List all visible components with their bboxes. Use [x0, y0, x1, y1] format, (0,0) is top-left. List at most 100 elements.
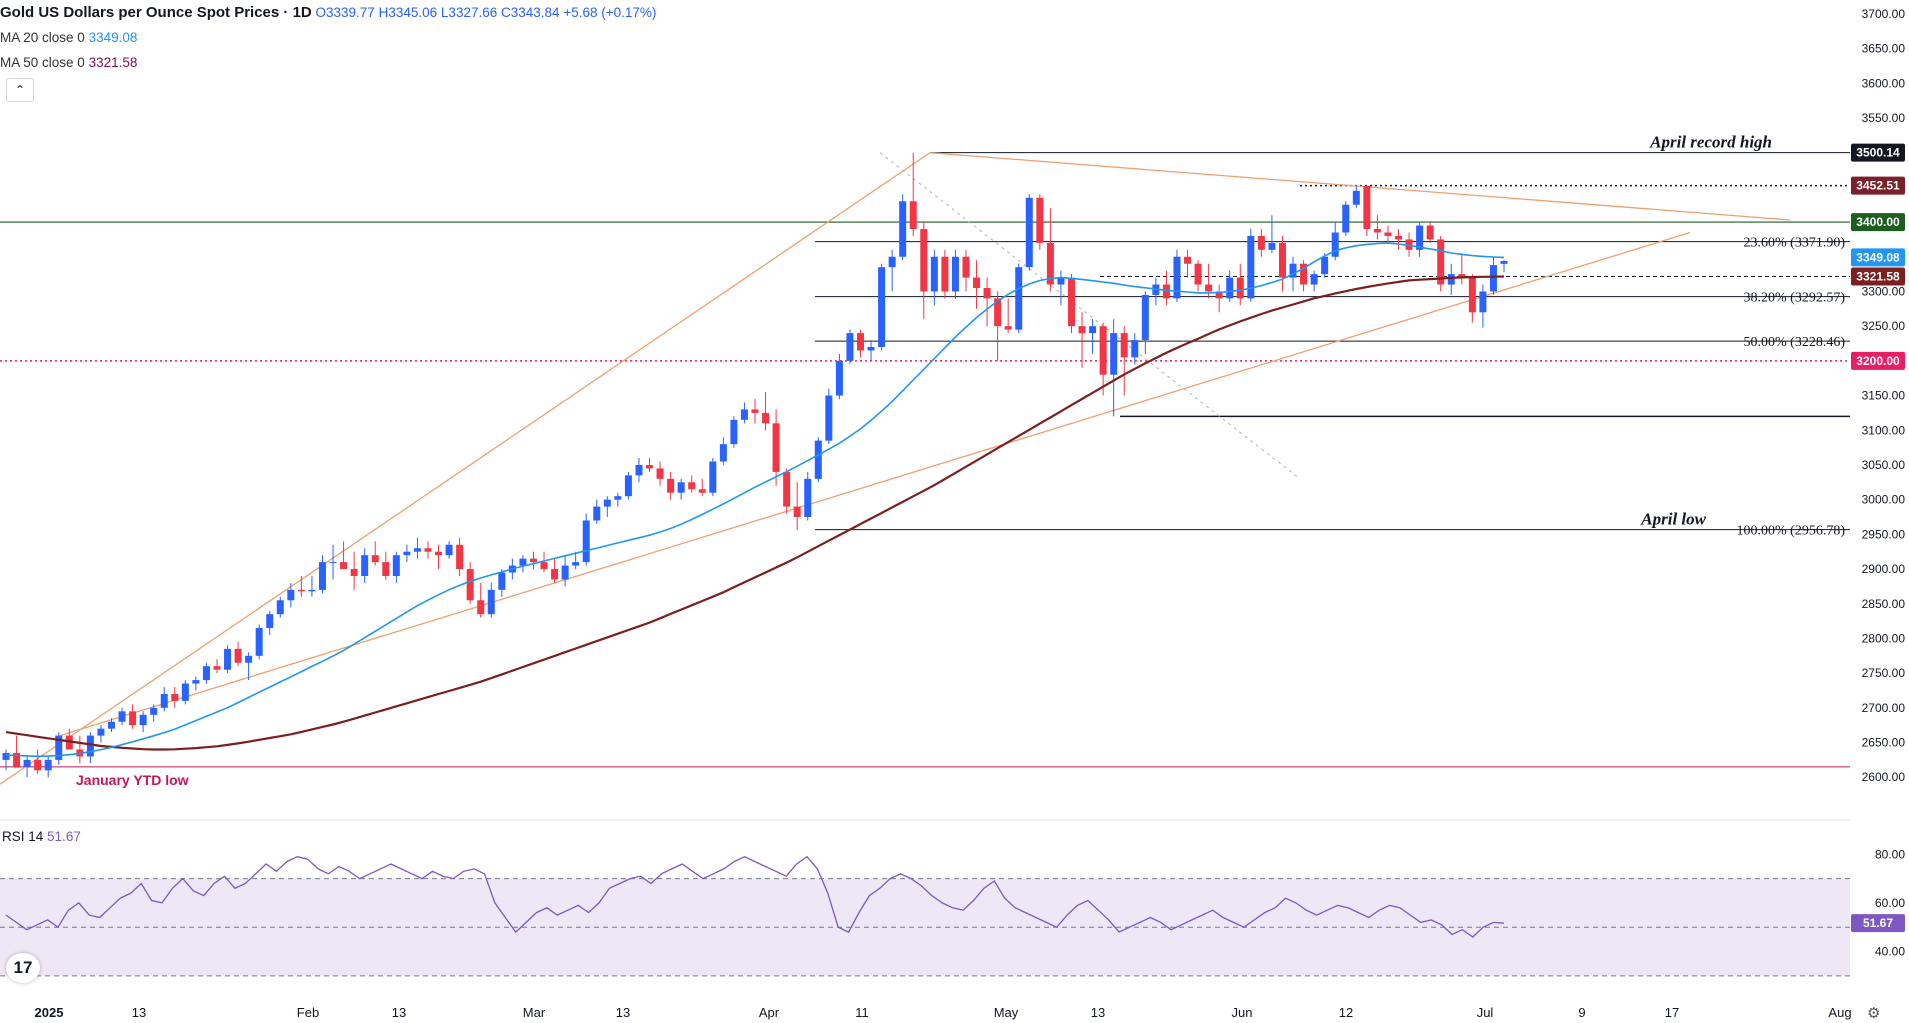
candle-body	[1257, 235, 1265, 250]
x-tick-label: 13	[392, 1005, 406, 1020]
candle-body	[614, 496, 622, 500]
candle-body	[719, 444, 727, 462]
candle-body	[1384, 232, 1392, 236]
candle-body	[1468, 277, 1476, 313]
candle-body	[1015, 267, 1023, 330]
candle-body	[1395, 235, 1403, 240]
x-tick-label: 9	[1578, 1005, 1585, 1020]
candle-body	[287, 589, 295, 601]
rsi-legend[interactable]: RSI 14 51.67	[2, 829, 81, 844]
ma20-legend-row[interactable]: MA 20 close 0 3349.08	[0, 25, 656, 50]
candle-body	[1078, 326, 1086, 334]
candle-body	[466, 569, 474, 601]
y-tick-label: 3550.00	[1862, 111, 1906, 125]
candle-body	[772, 423, 780, 472]
april-low-label: April low	[1640, 510, 1706, 529]
candle-body	[1447, 274, 1455, 285]
y-tick-label: 3100.00	[1862, 423, 1906, 437]
y-tick-label: 3650.00	[1862, 42, 1906, 56]
ma50-legend-row[interactable]: MA 50 close 0 3321.58	[0, 50, 656, 75]
candle-body	[245, 655, 253, 663]
ma50-label: MA 50 close 0	[0, 55, 85, 70]
moving-averages	[5, 242, 1505, 758]
ma50-line	[5, 275, 1505, 751]
candle-body	[1067, 277, 1075, 327]
ma20-value: 3349.08	[88, 30, 138, 45]
candle-body	[403, 551, 411, 556]
candle-body	[234, 648, 242, 663]
tag-3200-bg	[1851, 351, 1905, 370]
tag-ma20: 3349.08	[1856, 250, 1900, 264]
x-tick-label: 13	[616, 1005, 630, 1020]
x-tick-label: 2025	[35, 1005, 64, 1020]
candle-body	[1089, 326, 1097, 334]
candle-body	[962, 256, 970, 278]
collapse-legend-button[interactable]: ⌃	[6, 78, 34, 102]
y-tick-label: 2950.00	[1862, 527, 1906, 541]
legend-title-row: Gold US Dollars per Ounce Spot Prices · …	[0, 0, 656, 25]
candle-body	[498, 572, 506, 590]
candle-body	[308, 589, 316, 592]
rsi-band	[0, 878, 1850, 976]
candle-body	[266, 614, 274, 629]
settings-gear-icon[interactable]: ⚙	[1867, 1005, 1881, 1022]
candle-body	[456, 544, 464, 570]
candle-body	[624, 475, 632, 497]
tag-3452-bg	[1851, 176, 1905, 195]
candle-body	[160, 693, 168, 708]
candle-body	[371, 555, 379, 563]
rsi-tick-label: 60.00	[1875, 896, 1905, 910]
rsi-value: 51.67	[47, 829, 81, 844]
change-value: +5.68 (+0.17%)	[563, 5, 657, 20]
candle-body	[97, 728, 105, 736]
price-axis[interactable]: 2600.00 2650.00 2700.00 2750.00 2800.00 2850.…	[1851, 7, 1905, 784]
tradingview-logo-icon[interactable]: 17	[6, 953, 40, 983]
ma20-label: MA 20 close 0	[0, 30, 85, 45]
rsi-tag-bg	[1851, 914, 1905, 933]
y-tick-label: 2850.00	[1862, 597, 1906, 611]
candle-body	[1004, 326, 1012, 330]
x-tick-label: 13	[1091, 1005, 1105, 1020]
candle-body	[1500, 261, 1508, 264]
candle-body	[23, 759, 31, 767]
candle-body	[213, 666, 221, 670]
candle-body	[1025, 197, 1033, 268]
rsi-tick-label: 80.00	[1875, 847, 1905, 861]
candle-body	[888, 256, 896, 268]
candle-body	[1036, 197, 1044, 243]
candle-body	[1310, 274, 1318, 285]
candle-body	[793, 506, 801, 518]
candle-body	[171, 693, 179, 701]
candle-body	[1046, 242, 1054, 285]
candle-body	[445, 544, 453, 556]
symbol-title[interactable]: Gold US Dollars per Ounce Spot Prices · …	[0, 4, 312, 21]
candle-body	[1057, 277, 1065, 285]
candle-body	[856, 333, 864, 351]
candle-body	[276, 600, 284, 615]
candle-body	[1236, 277, 1244, 299]
tag-3400: 3400.00	[1856, 215, 1900, 229]
close-value: C3343.84	[501, 5, 560, 20]
record-high-label: April record high	[1649, 133, 1772, 152]
candle-body	[181, 683, 189, 701]
candle-body	[951, 256, 959, 292]
rsi-pane: 40.00 60.00 80.00 51.67	[0, 847, 1905, 977]
tag-3400-bg	[1851, 213, 1905, 232]
y-tick-label: 2650.00	[1862, 736, 1906, 750]
candle-body	[1373, 229, 1381, 233]
candle-body	[1426, 225, 1434, 240]
time-axis[interactable]: 2025 13 Feb 13 Mar 13 Apr 11 May 13 Jun 12 Jul 9 17 Aug	[35, 1005, 1852, 1020]
candle-body	[814, 440, 822, 479]
candle-body	[751, 409, 759, 413]
y-tick-label: 3000.00	[1862, 493, 1906, 507]
candle-body	[1247, 235, 1255, 299]
candle-body	[593, 506, 601, 521]
y-tick-label: 3700.00	[1862, 7, 1906, 21]
rsi-tick-label: 40.00	[1875, 945, 1905, 959]
tag-3500-bg	[1851, 143, 1905, 162]
candle-body	[783, 471, 791, 507]
low-value: L3327.66	[440, 5, 498, 20]
candle-body	[424, 548, 432, 552]
candle-body	[983, 287, 991, 299]
